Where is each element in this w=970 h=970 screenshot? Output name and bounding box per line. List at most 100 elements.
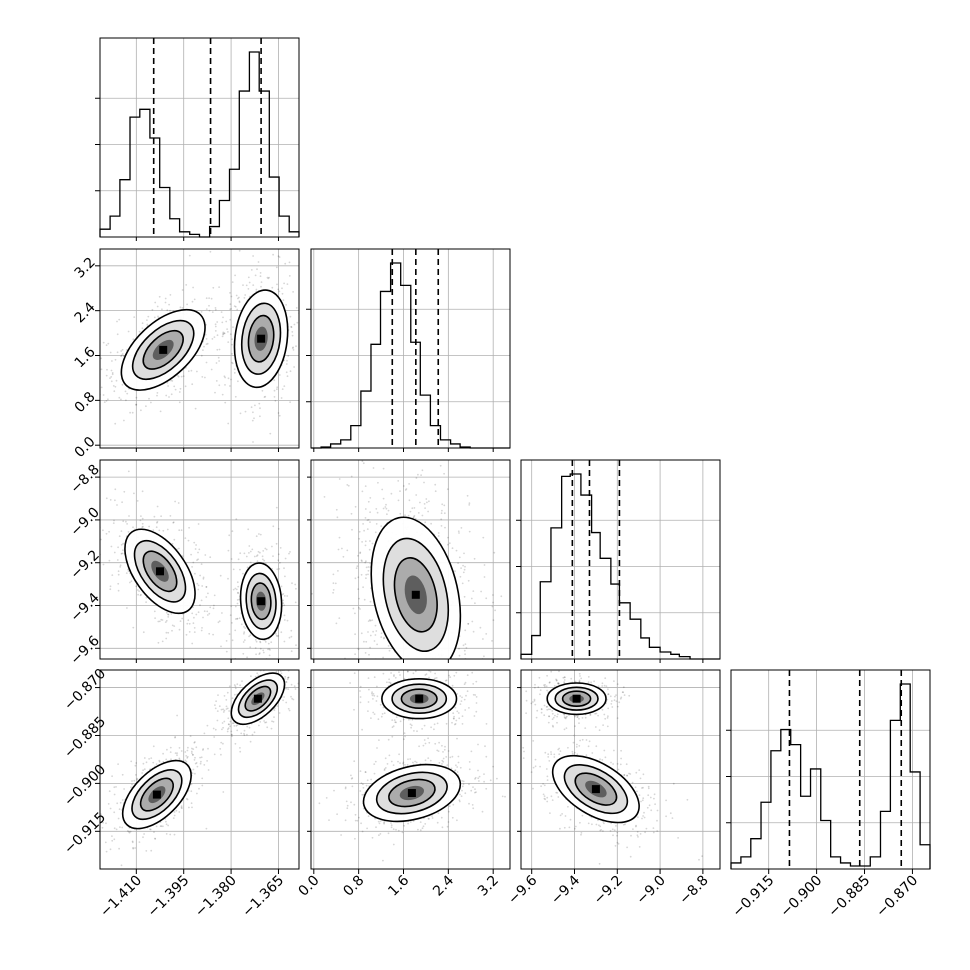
- sample-point: [107, 342, 110, 345]
- sample-point: [255, 653, 257, 656]
- sample-point: [273, 667, 275, 669]
- sample-point: [230, 378, 232, 381]
- sample-point: [234, 274, 237, 277]
- sample-point: [472, 630, 475, 633]
- sample-point: [287, 676, 289, 679]
- sample-point: [443, 660, 445, 662]
- sample-point: [354, 612, 356, 615]
- sample-point: [200, 311, 203, 313]
- sample-point: [130, 580, 133, 583]
- sample-point: [141, 327, 144, 330]
- sample-point: [383, 637, 385, 640]
- sample-point: [97, 390, 99, 392]
- sample-point: [127, 330, 130, 333]
- sample-point: [124, 390, 127, 393]
- sample-point: [295, 587, 297, 590]
- sample-point: [198, 548, 201, 551]
- sample-point: [448, 674, 450, 677]
- sample-point: [364, 652, 367, 654]
- sample-point: [447, 543, 449, 546]
- sample-point: [653, 793, 656, 796]
- sample-point: [214, 308, 217, 311]
- sample-point: [221, 722, 224, 724]
- sample-point: [386, 513, 388, 516]
- sample-point: [265, 665, 267, 667]
- sample-point: [239, 568, 241, 571]
- sample-point: [347, 484, 350, 487]
- sample-point: [236, 581, 239, 584]
- sample-point: [242, 641, 245, 643]
- sample-point: [130, 760, 133, 763]
- sample-point: [251, 733, 254, 736]
- sample-point: [216, 710, 219, 712]
- sample-point: [358, 606, 360, 609]
- sample-point: [365, 640, 368, 643]
- sample-point: [365, 784, 368, 787]
- sample-point: [546, 775, 549, 778]
- sample-point: [290, 650, 293, 653]
- sample-point: [200, 756, 203, 759]
- sample-point: [340, 834, 342, 836]
- sample-point: [231, 722, 234, 725]
- sample-point: [299, 654, 301, 656]
- sample-point: [232, 326, 234, 328]
- sample-point: [210, 297, 213, 300]
- sample-point: [548, 760, 551, 762]
- sample-point: [132, 338, 135, 341]
- sample-point: [379, 820, 382, 822]
- sample-point: [263, 396, 266, 398]
- sample-point: [382, 859, 384, 862]
- sample-point: [206, 614, 209, 616]
- sample-point: [100, 386, 103, 389]
- sample-point: [427, 664, 429, 666]
- sample-point: [114, 385, 117, 388]
- sample-point: [440, 518, 443, 521]
- sample-point: [159, 410, 162, 413]
- sample-point: [230, 295, 233, 298]
- sample-point: [392, 843, 395, 846]
- panel-frame: [520, 459, 721, 660]
- sample-point: [433, 665, 435, 667]
- sample-point: [131, 780, 133, 782]
- sample-point: [406, 670, 409, 673]
- sample-point: [223, 709, 226, 712]
- sample-point: [353, 803, 356, 806]
- sample-point: [283, 614, 286, 617]
- sample-point: [125, 399, 127, 402]
- sample-point: [244, 294, 247, 296]
- sample-point: [292, 349, 295, 351]
- sample-point: [573, 734, 576, 737]
- sample-point: [172, 521, 175, 524]
- sample-point: [146, 319, 148, 321]
- sample-point: [120, 543, 123, 546]
- sample-point: [514, 740, 516, 742]
- sample-point: [641, 799, 644, 802]
- sample-point: [381, 713, 384, 715]
- sample-point: [162, 752, 165, 755]
- sample-point: [427, 510, 429, 513]
- sample-point: [475, 680, 478, 683]
- sample-point: [221, 335, 224, 338]
- panel-frame: [730, 669, 931, 870]
- sample-point: [279, 561, 281, 564]
- sample-point: [224, 384, 226, 386]
- sample-point: [148, 397, 150, 400]
- sample-point: [145, 596, 148, 599]
- sample-point: [255, 288, 258, 291]
- sample-point: [474, 791, 476, 794]
- sample-point: [581, 814, 584, 817]
- sample-point: [483, 655, 485, 658]
- sample-point: [196, 559, 198, 561]
- sample-point: [278, 256, 281, 258]
- sample-point: [350, 475, 353, 478]
- sample-point: [230, 558, 233, 560]
- sample-point: [248, 635, 251, 638]
- sample-point: [421, 728, 423, 730]
- sample-point: [243, 297, 246, 299]
- sample-point: [275, 506, 278, 509]
- sample-point: [164, 301, 167, 304]
- sample-point: [585, 739, 588, 741]
- sample-point: [433, 723, 436, 726]
- sample-point: [258, 652, 261, 654]
- sample-point: [359, 790, 362, 792]
